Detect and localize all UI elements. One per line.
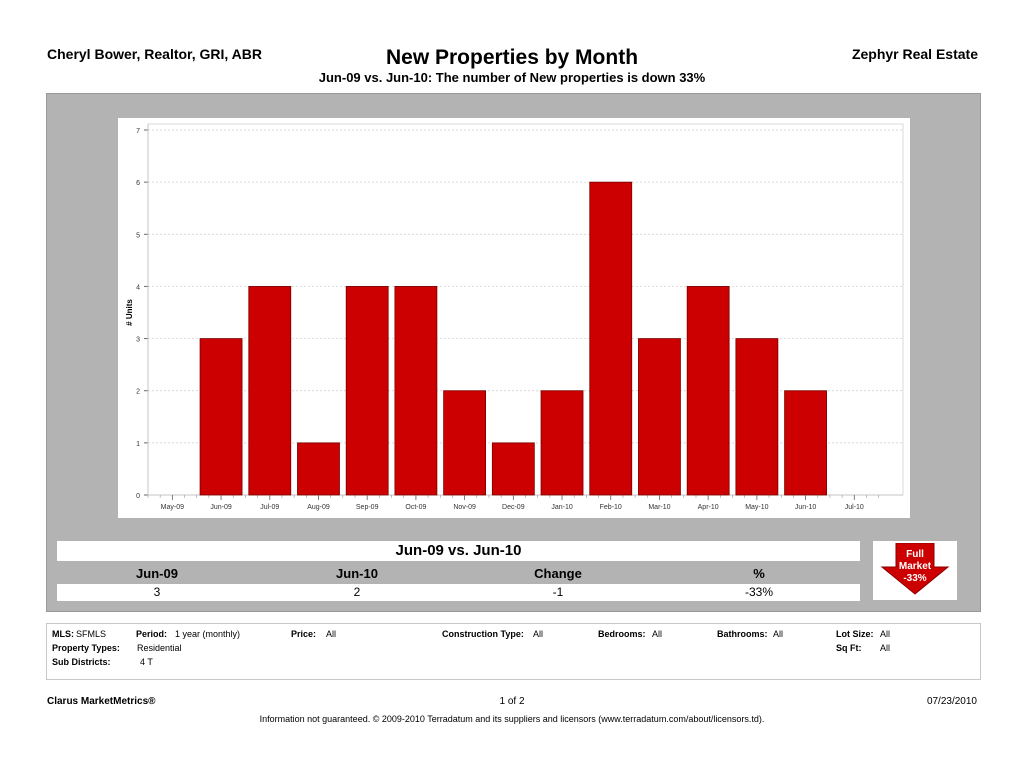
x-tick-label: Jan-10 — [551, 504, 573, 511]
x-tick-label: Dec-09 — [502, 504, 525, 511]
x-tick-label: Oct-09 — [405, 504, 426, 511]
x-tick-label: Jun-09 — [210, 504, 232, 511]
summary-values-box — [57, 584, 860, 601]
sub-districts-value: 4 T — [140, 657, 153, 667]
market-badge-label: Full Market -33% — [873, 549, 957, 585]
bar — [345, 286, 389, 496]
bar — [297, 442, 340, 496]
criteria-panel — [46, 623, 981, 680]
bar — [589, 181, 633, 496]
bedrooms-label: Bedrooms: — [598, 629, 646, 639]
x-tick-label: Sep-09 — [356, 504, 379, 511]
summary-value-2: 2 — [353, 585, 361, 599]
x-tick-label: Jun-10 — [795, 504, 817, 511]
page-number: 1 of 2 — [499, 696, 525, 707]
x-tick-label: Apr-10 — [698, 504, 719, 511]
bar — [248, 286, 292, 496]
sqft-value: All — [880, 643, 891, 653]
price-label: Price: — [291, 629, 317, 639]
summary-header-1: Jun-09 — [136, 566, 178, 581]
down-arrow-icon — [880, 543, 950, 595]
summary-value-4: -33% — [744, 585, 773, 599]
bar — [686, 286, 730, 496]
report-date: 07/23/2010 — [926, 696, 977, 707]
disclaimer: Information not guaranteed. © 2009-2010 … — [259, 714, 765, 724]
company-name: Zephyr Real Estate — [851, 46, 978, 62]
bar — [638, 338, 681, 496]
summary-value-3: -1 — [552, 585, 564, 599]
y-tick-label: 5 — [136, 232, 140, 239]
x-tick-label: Jul-10 — [845, 504, 864, 511]
y-tick-label: 2 — [136, 389, 140, 396]
property-types-label: Property Types: — [52, 643, 120, 653]
y-tick-label: 7 — [136, 128, 140, 135]
property-types-value: Residential — [137, 643, 182, 653]
period-label: Period: — [136, 629, 168, 639]
bar-chart: 0 1 2 3 4 5 6 7 # Units May-09 Jun-09 Jul-09 Aug-09 S… — [118, 118, 910, 518]
y-tick-label: 0 — [136, 493, 140, 500]
summary-title: Jun-09 vs. Jun-10 — [395, 542, 522, 559]
lot-size-label: Lot Size: — [836, 629, 874, 639]
badge-line-3: -33% — [903, 573, 927, 584]
agent-name: Cheryl Bower, Realtor, GRI, ABR — [47, 46, 262, 62]
bar — [735, 338, 779, 496]
sqft-label: Sq Ft: — [836, 643, 862, 653]
summary-header-4: % — [753, 566, 765, 581]
page-subtitle: Jun-09 vs. Jun-10: The number of New pro… — [318, 70, 706, 85]
bar — [443, 390, 487, 496]
bedrooms-value: All — [652, 629, 663, 639]
bar — [491, 442, 535, 496]
summary-value-1: 3 — [153, 585, 161, 599]
page-title: New Properties by Month — [385, 46, 639, 69]
x-tick-label: May-09 — [161, 504, 184, 511]
price-value: All — [326, 629, 337, 639]
summary-header-3: Change — [534, 566, 582, 581]
lot-size-value: All — [880, 629, 891, 639]
summary-title-box — [57, 541, 860, 561]
y-tick-label: 1 — [136, 441, 140, 448]
y-tick-label: 4 — [136, 284, 140, 291]
bathrooms-label: Bathrooms: — [717, 629, 768, 639]
bar — [784, 390, 827, 496]
x-tick-label: Jul-09 — [260, 504, 279, 511]
x-tick-label: Mar-10 — [648, 504, 670, 511]
bar — [540, 390, 584, 496]
bar — [199, 338, 243, 496]
period-value: 1 year (monthly) — [175, 629, 241, 639]
bathrooms-value: All — [773, 629, 784, 639]
x-tick-label: Feb-10 — [600, 504, 622, 511]
x-tick-label: May-10 — [745, 504, 768, 511]
y-axis-label: # Units — [125, 299, 134, 326]
badge-line-1: Full — [906, 549, 924, 560]
y-tick-label: 3 — [136, 337, 140, 344]
sub-districts-label: Sub Districts: — [52, 657, 111, 667]
mls-value: SFMLS — [76, 629, 107, 639]
bar — [394, 286, 438, 496]
construction-label: Construction Type: — [442, 629, 524, 639]
brand-name: Clarus MarketMetrics® — [47, 696, 156, 707]
x-tick-label: Aug-09 — [307, 504, 330, 511]
summary-header-2: Jun-10 — [336, 566, 378, 581]
y-tick-label: 6 — [136, 180, 140, 187]
mls-label: MLS: — [52, 629, 74, 639]
x-tick-label: Nov-09 — [453, 504, 476, 511]
construction-value: All — [533, 629, 544, 639]
badge-line-2: Market — [898, 561, 932, 572]
